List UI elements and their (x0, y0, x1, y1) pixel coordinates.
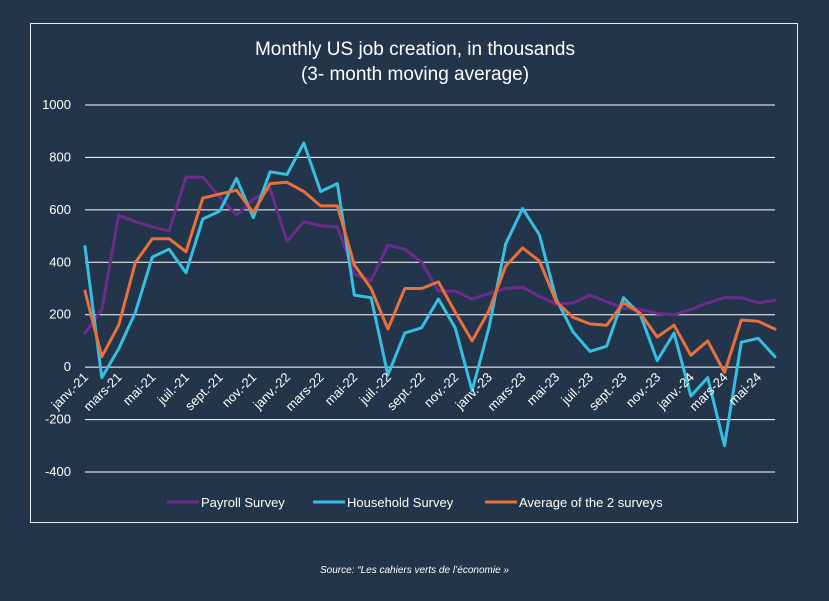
y-tick-label: 800 (49, 149, 71, 164)
chart-title: Monthly US job creation, in thousands (255, 39, 575, 60)
legend-label: Payroll Survey (201, 495, 285, 510)
legend: Payroll Survey Household Survey Average of… (167, 495, 663, 510)
y-tick-label: 0 (64, 359, 71, 374)
x-axis-ticks: janv.-21mars-21mai-21juil.-21sept.-21nov… (48, 370, 765, 414)
chart-subtitle: (3- month moving average) (301, 64, 529, 85)
y-tick-label: 400 (49, 254, 71, 269)
series-line-3 (83, 180, 777, 374)
source-note: Source: “Les cahiers verts de l’économie… (320, 565, 509, 576)
x-tick-label: mai-23 (524, 370, 563, 409)
line-chart: Monthly US job creation, in thousands (3… (42, 39, 777, 510)
y-tick-label: 200 (49, 307, 71, 322)
legend-label: Average of the 2 surveys (519, 495, 663, 510)
y-axis-ticks: -400 -200 0 200 400 600 800 1000 (42, 97, 71, 479)
x-tick-label: sept.-23 (586, 370, 630, 414)
y-tick-label: 600 (49, 202, 71, 217)
gridlines (85, 104, 775, 473)
x-tick-label: mai-22 (322, 370, 361, 409)
series-line-1 (83, 175, 777, 335)
x-tick-label: sept.-21 (182, 370, 226, 414)
x-tick-label: mai-24 (726, 370, 765, 409)
x-tick-label: mai-21 (120, 370, 159, 409)
series-line-2 (83, 141, 777, 448)
legend-label: Household Survey (347, 495, 454, 510)
series-lines (83, 141, 777, 448)
chart-frame: Monthly US job creation, in thousands (3… (30, 23, 798, 523)
y-tick-label: 1000 (42, 97, 71, 112)
x-tick-label: sept.-22 (384, 370, 428, 414)
y-tick-label: -200 (45, 412, 71, 427)
y-tick-label: -400 (45, 464, 71, 479)
